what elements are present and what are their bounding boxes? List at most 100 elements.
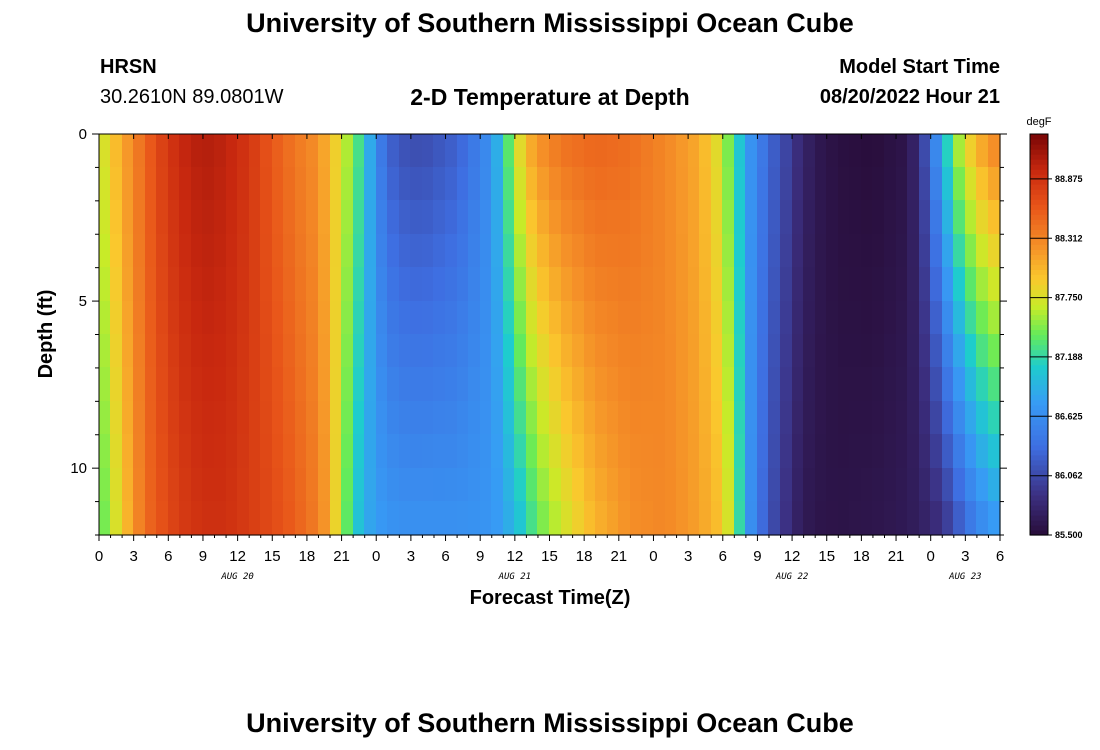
heatmap-cell <box>283 134 297 169</box>
heatmap-cell <box>110 301 124 336</box>
heatmap-cell <box>422 501 435 536</box>
heatmap-cell <box>226 234 239 269</box>
heatmap-cell <box>330 134 343 169</box>
heatmap-cell <box>953 468 967 503</box>
heatmap-cell <box>584 301 597 336</box>
heatmap-cell <box>607 367 620 403</box>
colorbar-segment <box>1030 169 1048 175</box>
colorbar-segment <box>1030 444 1048 451</box>
heatmap-cell <box>318 401 332 436</box>
heatmap-cell <box>595 167 609 202</box>
heatmap-cell <box>260 200 274 236</box>
heatmap-cell <box>99 301 112 336</box>
heatmap-cell <box>757 367 770 403</box>
heatmap-cell <box>711 301 724 336</box>
heatmap-cell <box>272 434 285 470</box>
heatmap-cell <box>156 367 170 403</box>
heatmap-cell <box>457 234 470 269</box>
heatmap-cell <box>468 501 482 536</box>
heatmap-cell <box>503 267 516 303</box>
colorbar-segment <box>1030 274 1048 280</box>
heatmap-cell <box>353 234 366 269</box>
heatmap-cell <box>283 234 297 269</box>
heatmap-cell <box>653 267 667 303</box>
heatmap-cell <box>457 334 470 369</box>
heatmap-cell <box>99 468 112 503</box>
heatmap-cell <box>688 501 701 536</box>
heatmap-cell <box>780 301 794 336</box>
heatmap-cell <box>699 334 713 369</box>
heatmap-cell <box>641 134 655 169</box>
heatmap-cell <box>110 200 124 236</box>
heatmap-cell <box>133 267 147 303</box>
heatmap-cell <box>618 301 632 336</box>
x-tick-label: 0 <box>372 548 380 565</box>
colorbar-segment <box>1030 514 1048 521</box>
x-tick-label: 0 <box>95 548 103 565</box>
heatmap-cell <box>214 434 228 470</box>
heatmap-cell <box>364 434 378 470</box>
heatmap-cell <box>237 401 251 436</box>
heatmap-cell <box>399 267 412 303</box>
heatmap-cell <box>353 134 366 169</box>
heatmap-cell <box>422 334 435 369</box>
heatmap-cell <box>618 234 632 269</box>
heatmap-cell <box>214 267 228 303</box>
heatmap-cell <box>653 200 667 236</box>
heatmap-cell <box>237 134 251 169</box>
heatmap-cell <box>387 301 401 336</box>
heatmap-cell <box>861 501 874 536</box>
heatmap-cell <box>618 267 632 303</box>
heatmap-cell <box>757 301 770 336</box>
heatmap-cell <box>249 367 262 403</box>
heatmap-cell <box>376 401 389 436</box>
heatmap-cell <box>468 401 482 436</box>
heatmap-cell <box>306 234 320 269</box>
colorbar-segment <box>1030 434 1048 441</box>
heatmap-cell <box>780 200 794 236</box>
heatmap-cell <box>884 367 898 403</box>
heatmap-cell <box>226 200 239 236</box>
heatmap-cell <box>503 434 516 470</box>
heatmap-cell <box>249 468 262 503</box>
heatmap-cell <box>768 167 782 202</box>
heatmap-cell <box>665 434 678 470</box>
heatmap-cell <box>110 334 124 369</box>
heatmap-cell <box>387 200 401 236</box>
heatmap-cell <box>884 234 898 269</box>
heatmap-cell <box>353 367 366 403</box>
heatmap-cell <box>318 334 332 369</box>
heatmap-cell <box>226 401 239 436</box>
heatmap-cell <box>110 267 124 303</box>
heatmap-cell <box>353 501 366 536</box>
colorbar-segment <box>1030 429 1048 436</box>
heatmap-cell <box>572 334 586 369</box>
heatmap-cell <box>237 301 251 336</box>
heatmap-cell <box>480 167 493 202</box>
heatmap-cell <box>815 267 828 303</box>
heatmap-cell <box>410 200 424 236</box>
heatmap-cell <box>826 200 840 236</box>
heatmap-cell <box>468 200 482 236</box>
heatmap-cell <box>537 167 551 202</box>
heatmap-cell <box>295 200 308 236</box>
heatmap-cell <box>849 200 863 236</box>
heatmap-cell <box>433 200 447 236</box>
heatmap-cell <box>584 234 597 269</box>
day-label: AUG 20 <box>220 572 254 582</box>
heatmap-cell <box>965 468 978 503</box>
heatmap-cell <box>722 367 736 403</box>
heatmap-cell <box>537 234 551 269</box>
heatmap-cell <box>561 200 574 236</box>
heatmap-cell <box>214 234 228 269</box>
heatmap-cell <box>757 334 770 369</box>
heatmap-cell <box>930 234 944 269</box>
colorbar-segment <box>1030 194 1048 200</box>
heatmap-cell <box>410 167 424 202</box>
heatmap-cell <box>792 334 805 369</box>
heatmap-cell <box>665 334 678 369</box>
colorbar-segment <box>1030 239 1048 245</box>
heatmap-cell <box>930 367 944 403</box>
heatmap-cell <box>341 267 355 303</box>
heatmap-cell <box>410 134 424 169</box>
